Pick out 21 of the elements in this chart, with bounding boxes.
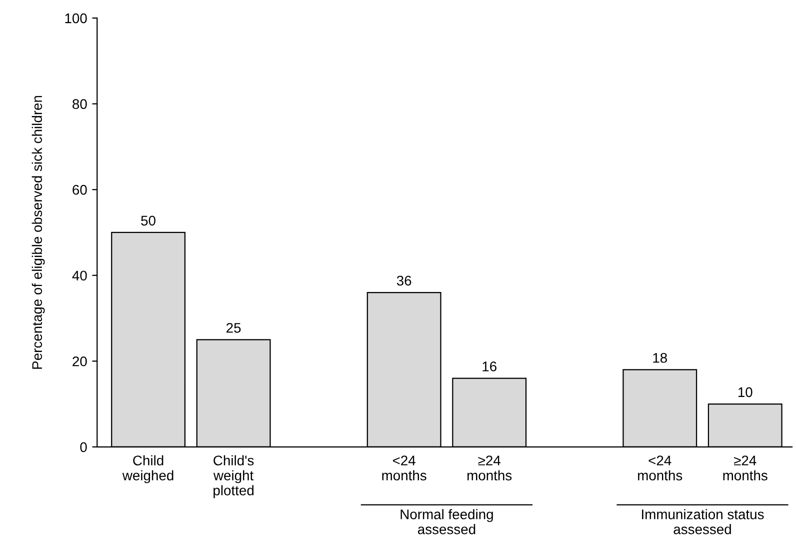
y-tick-label: 40 (72, 270, 87, 281)
y-tick-label: 20 (72, 356, 87, 366)
data-label: 10 (738, 387, 752, 398)
x-tick-label: <24 months (638, 456, 682, 480)
y-axis-title: Percentage of eligible observed sick children (32, 96, 45, 369)
x-tick-label: ≥24 months (467, 456, 512, 480)
data-label: 50 (141, 216, 156, 226)
text: Immunization status assessed (642, 509, 764, 534)
data-label: 18 (653, 352, 667, 363)
data-label: 25 (226, 322, 241, 333)
data-label: 36 (396, 276, 412, 286)
x-tick-label: Child weighed (122, 455, 174, 484)
y-tick-label: 80 (72, 99, 87, 109)
data-label: 16 (482, 362, 496, 372)
y-tick-label: 60 (72, 184, 87, 195)
text: Normal feeding assessed (400, 509, 493, 534)
x-tick-label: <24 months (382, 456, 426, 480)
x-tick-label: ≥24 months (723, 456, 768, 480)
x-tick-label: Child's weight plotted (213, 455, 254, 498)
y-tick-label: 0 (80, 442, 87, 452)
y-tick-label: 100 (65, 13, 87, 24)
